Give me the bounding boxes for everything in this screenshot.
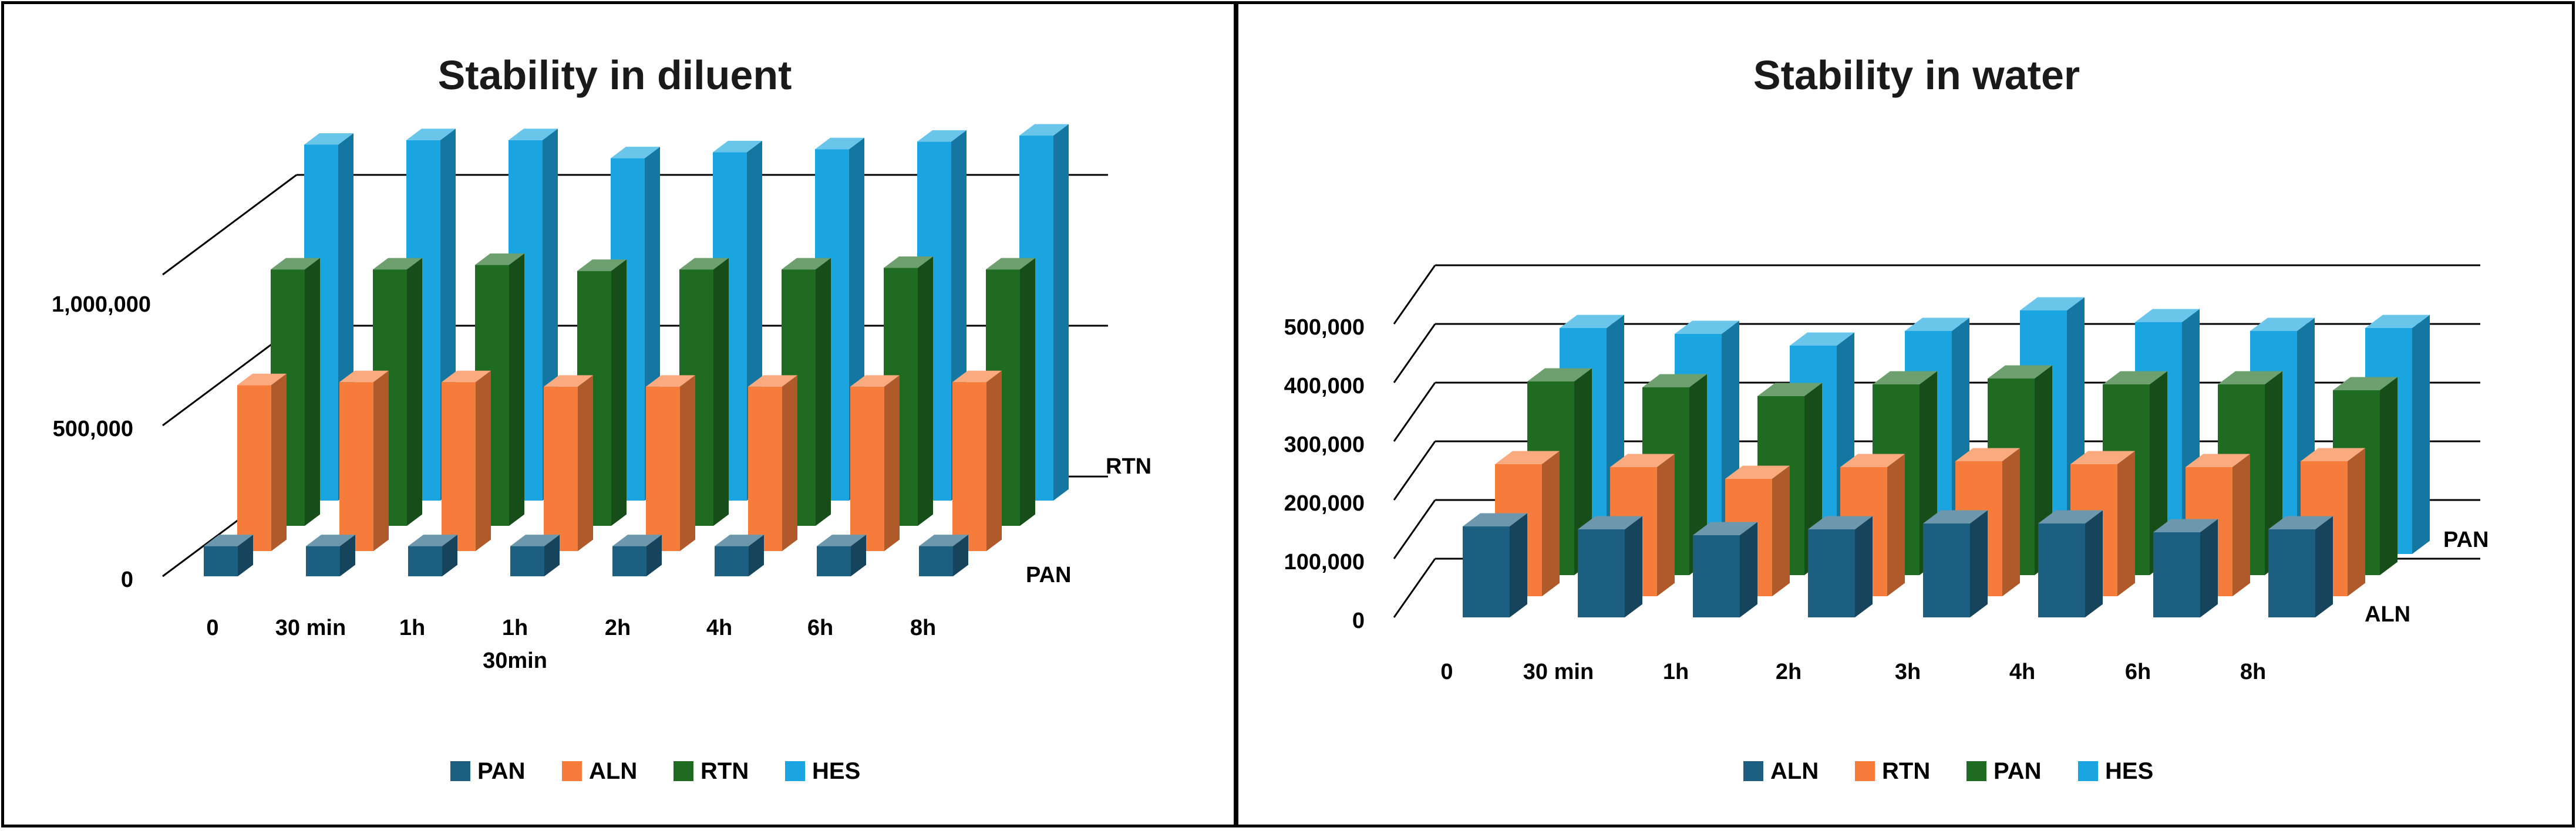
chart-panel-water: Stability in water 0 100,000 200,000 300… (1235, 1, 2575, 827)
legend-swatch (562, 761, 582, 781)
bar-aln-6 (2153, 519, 2218, 617)
gridline-left (1393, 441, 1436, 501)
y-tick-label: 500,000 (1284, 315, 1365, 340)
bar-pan-7 (919, 535, 968, 576)
x-tick-label: 6h (2125, 660, 2151, 684)
legend-label: PAN (477, 758, 525, 784)
bar-aln-3 (544, 375, 593, 551)
gridline-left (1393, 558, 1436, 618)
bar-pan-5 (715, 535, 764, 576)
bar-aln-1 (339, 370, 389, 551)
x-tick-label: 1h (1663, 660, 1689, 684)
bar-group (204, 124, 1069, 576)
bar-aln-5 (2038, 510, 2103, 617)
legend-item-aln: ALN (1743, 758, 1819, 784)
legend-label: ALN (589, 758, 637, 784)
legend-label: HES (812, 758, 860, 784)
y-tick-label: 400,000 (1284, 374, 1365, 398)
chart-svg-water: Stability in water 0 100,000 200,000 300… (1284, 52, 2489, 784)
legend-swatch (2078, 761, 2098, 781)
legend-swatch (1966, 761, 1986, 781)
legend-label: HES (2105, 758, 2153, 784)
x-tick-label: 1h 30min (483, 616, 547, 673)
y-tick-labels: 0 500,000 1,000,000 (52, 292, 151, 592)
x-tick-labels: 0 30 min 1h 1h 30min 2h 4h 6h 8h (206, 616, 936, 673)
y-tick-label: 1,000,000 (52, 292, 151, 317)
legend-item-hes: HES (2078, 758, 2153, 784)
legend-item-pan: PAN (450, 758, 525, 784)
bar-pan-0 (204, 535, 253, 576)
bar-aln-6 (850, 375, 900, 551)
gridline-left (1393, 323, 1436, 383)
bar-aln-5 (748, 375, 797, 551)
legend-swatch (785, 761, 805, 781)
x-tick-label: 30 min (275, 616, 346, 640)
y-tick-labels: 0 100,000 200,000 300,000 400,000 500,00… (1284, 315, 1365, 633)
x-tick-label: 6h (807, 616, 833, 640)
bar-aln-0 (237, 373, 287, 551)
depth-label: PAN (1026, 563, 1071, 587)
bar-aln-0 (1463, 513, 1527, 617)
y-tick-label: 0 (121, 567, 133, 592)
x-tick-label: 4h (2009, 660, 2035, 684)
x-tick-labels: 0 30 min 1h 2h 3h 4h 6h 8h (1440, 660, 2266, 684)
bar-aln-7 (2268, 516, 2333, 617)
gridline-left (1393, 499, 1436, 559)
bar-group (1463, 297, 2430, 617)
x-tick-label: 8h (910, 616, 936, 640)
x-tick-label: 30 min (1523, 660, 1594, 684)
gridline-left (1393, 382, 1436, 442)
depth-label: PAN (2443, 528, 2489, 552)
x-tick-label: 4h (706, 616, 732, 640)
bar-aln-4 (646, 375, 695, 551)
legend-label: RTN (701, 758, 749, 784)
bar-aln-7 (952, 370, 1002, 551)
legend-item-rtn: RTN (674, 758, 749, 784)
legend: PAN ALN RTN HES (450, 758, 860, 784)
bar-aln-2 (1693, 522, 1757, 617)
chart-title: Stability in water (1753, 52, 2080, 98)
y-tick-label: 0 (1352, 609, 1365, 633)
legend-swatch (1743, 761, 1763, 781)
bar-aln-4 (1923, 510, 1988, 617)
legend-item-rtn: RTN (1855, 758, 1930, 784)
bar-aln-2 (442, 370, 491, 551)
legend-swatch (674, 761, 693, 781)
x-tick-label: 2h (605, 616, 631, 640)
y-tick-label: 300,000 (1284, 433, 1365, 457)
y-tick-label: 200,000 (1284, 491, 1365, 516)
x-tick-label: 2h (1776, 660, 1801, 684)
x-tick-label: 3h (1895, 660, 1921, 684)
legend: ALN RTN PAN HES (1743, 758, 2153, 784)
chart-svg-diluent: Stability in diluent 0 500,000 1,000,000… (52, 52, 1151, 784)
gridline-left (1393, 265, 1436, 325)
x-tick-label: 0 (1440, 660, 1453, 684)
legend-label: ALN (1770, 758, 1819, 784)
y-tick-label: 100,000 (1284, 550, 1365, 575)
legend-item-aln: ALN (562, 758, 637, 784)
depth-label: ALN (2365, 602, 2410, 627)
legend-item-pan: PAN (1966, 758, 2041, 784)
chart-title: Stability in diluent (438, 52, 792, 98)
chart-panel-diluent: Stability in diluent 0 500,000 1,000,000… (1, 1, 1237, 827)
bar-aln-3 (1808, 516, 1873, 617)
y-tick-label: 500,000 (53, 417, 133, 441)
bar-pan-2 (408, 535, 457, 576)
x-tick-label: 0 (206, 616, 218, 640)
bar-pan-1 (306, 535, 355, 576)
x-tick-label: 1h (399, 616, 425, 640)
bar-pan-4 (612, 535, 662, 576)
depth-label: RTN (1106, 454, 1151, 479)
legend-swatch (450, 761, 470, 781)
bar-aln-1 (1578, 516, 1642, 617)
x-tick-label: 8h (2240, 660, 2266, 684)
legend-label: PAN (1994, 758, 2041, 784)
bar-pan-3 (510, 535, 560, 576)
gridline-2-left (162, 174, 297, 276)
legend-label: RTN (1882, 758, 1930, 784)
legend-item-hes: HES (785, 758, 860, 784)
legend-swatch (1855, 761, 1875, 781)
bar-pan-6 (817, 535, 866, 576)
